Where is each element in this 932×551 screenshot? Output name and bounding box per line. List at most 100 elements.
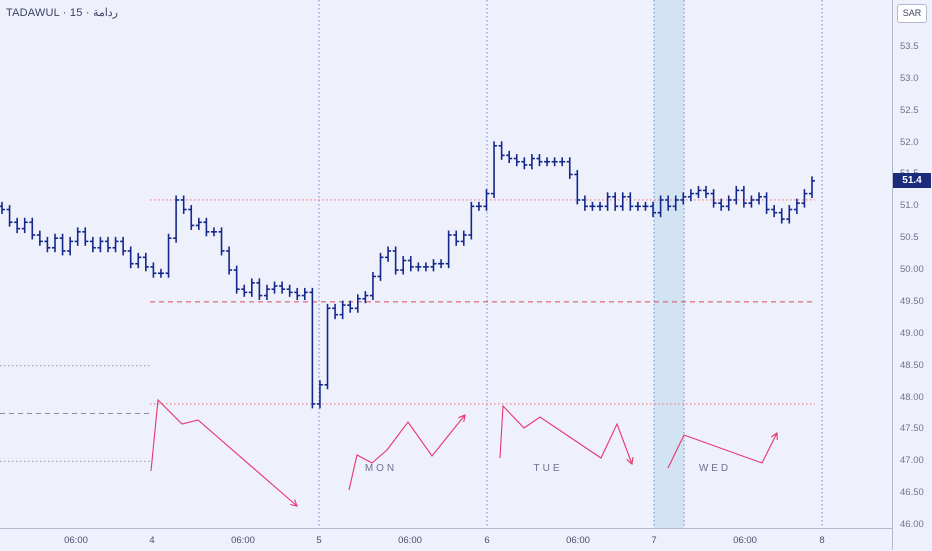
price-bar	[89, 236, 96, 253]
price-tick-label: 49.00	[900, 327, 924, 339]
price-bar	[226, 246, 233, 275]
price-bar	[377, 252, 384, 281]
price-bar	[248, 278, 255, 297]
time-tick-label: 06:00	[398, 535, 422, 546]
price-bar	[650, 201, 657, 218]
price-tick-label: 52.5	[900, 104, 919, 116]
price-bar	[150, 262, 157, 278]
price-bar	[97, 236, 104, 253]
price-bar	[604, 192, 611, 211]
price-tick-label: 53.0	[900, 72, 919, 84]
price-bar	[256, 278, 263, 301]
price-tick-label: 52.0	[900, 136, 919, 148]
price-bar	[475, 201, 482, 211]
price-bar	[0, 201, 5, 214]
price-bar	[316, 380, 323, 409]
price-tick-label: 46.00	[900, 519, 924, 530]
price-bar	[271, 281, 278, 294]
price-bar	[559, 157, 566, 167]
price-bar	[286, 284, 293, 297]
price-bar	[173, 195, 180, 243]
price-bar	[695, 185, 702, 199]
price-bar	[793, 198, 800, 214]
zigzag-arrow-0	[290, 499, 298, 507]
price-bar	[589, 201, 596, 211]
price-bar	[36, 230, 43, 246]
price-bar	[392, 246, 399, 275]
price-bar	[725, 195, 732, 211]
price-bar	[135, 252, 142, 269]
price-bar	[665, 195, 672, 211]
time-tick-label: 7	[651, 535, 657, 546]
price-bar	[142, 252, 149, 272]
price-bar	[51, 233, 58, 253]
price-bar	[733, 185, 740, 205]
price-bar	[6, 205, 13, 227]
price-bar	[14, 217, 21, 234]
price-bar	[218, 227, 225, 256]
price-bar	[763, 192, 770, 214]
day-label-tue: TUE	[534, 463, 563, 474]
price-bar	[279, 281, 286, 294]
price-bar	[756, 192, 763, 205]
price-bar	[29, 217, 36, 240]
price-bar	[415, 262, 422, 272]
price-bar	[786, 205, 793, 224]
price-bar	[362, 291, 369, 304]
price-bar	[748, 195, 755, 208]
price-bar	[657, 195, 664, 218]
price-bar	[407, 256, 414, 272]
time-axis[interactable]: 06:00 4 06:00 5 06:00 6 06:00 7 06:00 8	[0, 528, 892, 551]
price-bar	[445, 230, 452, 269]
last-price-badge: 51.4	[893, 172, 931, 188]
price-bar	[385, 246, 392, 262]
time-tick-label: 6	[484, 535, 490, 546]
price-bar	[612, 192, 619, 211]
price-bar	[82, 227, 89, 246]
time-tick-label: 06:00	[566, 535, 590, 546]
price-bar	[263, 284, 270, 301]
price-bar	[309, 287, 316, 409]
price-bar	[809, 176, 815, 199]
price-bar	[400, 256, 407, 275]
price-bar	[422, 262, 429, 272]
price-bar	[294, 287, 301, 301]
zigzag-arrow-3	[770, 431, 778, 441]
price-bar	[718, 198, 725, 211]
price-bar	[438, 259, 445, 269]
price-bar	[104, 236, 111, 253]
price-bar	[619, 192, 626, 211]
price-tick-label: 47.00	[900, 455, 924, 467]
time-tick-label: 5	[316, 535, 322, 546]
zigzag-arrow-2	[626, 456, 634, 466]
price-bar	[44, 236, 51, 253]
price-tick-label: 51.0	[900, 200, 919, 212]
price-bar	[506, 150, 513, 163]
price-bar	[195, 217, 202, 230]
price-bar	[687, 189, 694, 202]
price-bar	[112, 236, 119, 253]
session-highlight	[654, 0, 684, 528]
symbol-title: TADAWUL · 15 · ﺭﺩﺍﻣﺔ	[6, 7, 118, 19]
price-axis[interactable]: SAR 53.553.052.552.051.551.050.550.0049.…	[892, 0, 932, 550]
price-bar	[127, 246, 134, 269]
price-bar	[513, 154, 520, 167]
price-tick-label: 49.50	[900, 295, 924, 307]
price-tick-label: 48.00	[900, 391, 924, 403]
price-bar	[460, 230, 467, 246]
price-bar	[59, 233, 66, 256]
price-bar	[498, 141, 505, 160]
price-bar	[120, 236, 127, 256]
price-bar	[710, 189, 717, 208]
price-tick-label: 53.5	[900, 41, 919, 52]
price-bar	[324, 303, 331, 390]
chart-area[interactable]: MON TUE WED TADAWUL · 15 · ﺭﺩﺍﻣﺔ	[0, 0, 892, 528]
price-chart[interactable]: MON TUE WED	[0, 0, 892, 528]
price-bar	[347, 300, 354, 313]
price-bar	[551, 157, 558, 167]
price-bar	[642, 201, 649, 211]
currency-badge[interactable]: SAR	[897, 4, 927, 23]
price-bar	[369, 271, 376, 301]
price-bar	[574, 170, 581, 205]
price-bar	[566, 157, 573, 179]
